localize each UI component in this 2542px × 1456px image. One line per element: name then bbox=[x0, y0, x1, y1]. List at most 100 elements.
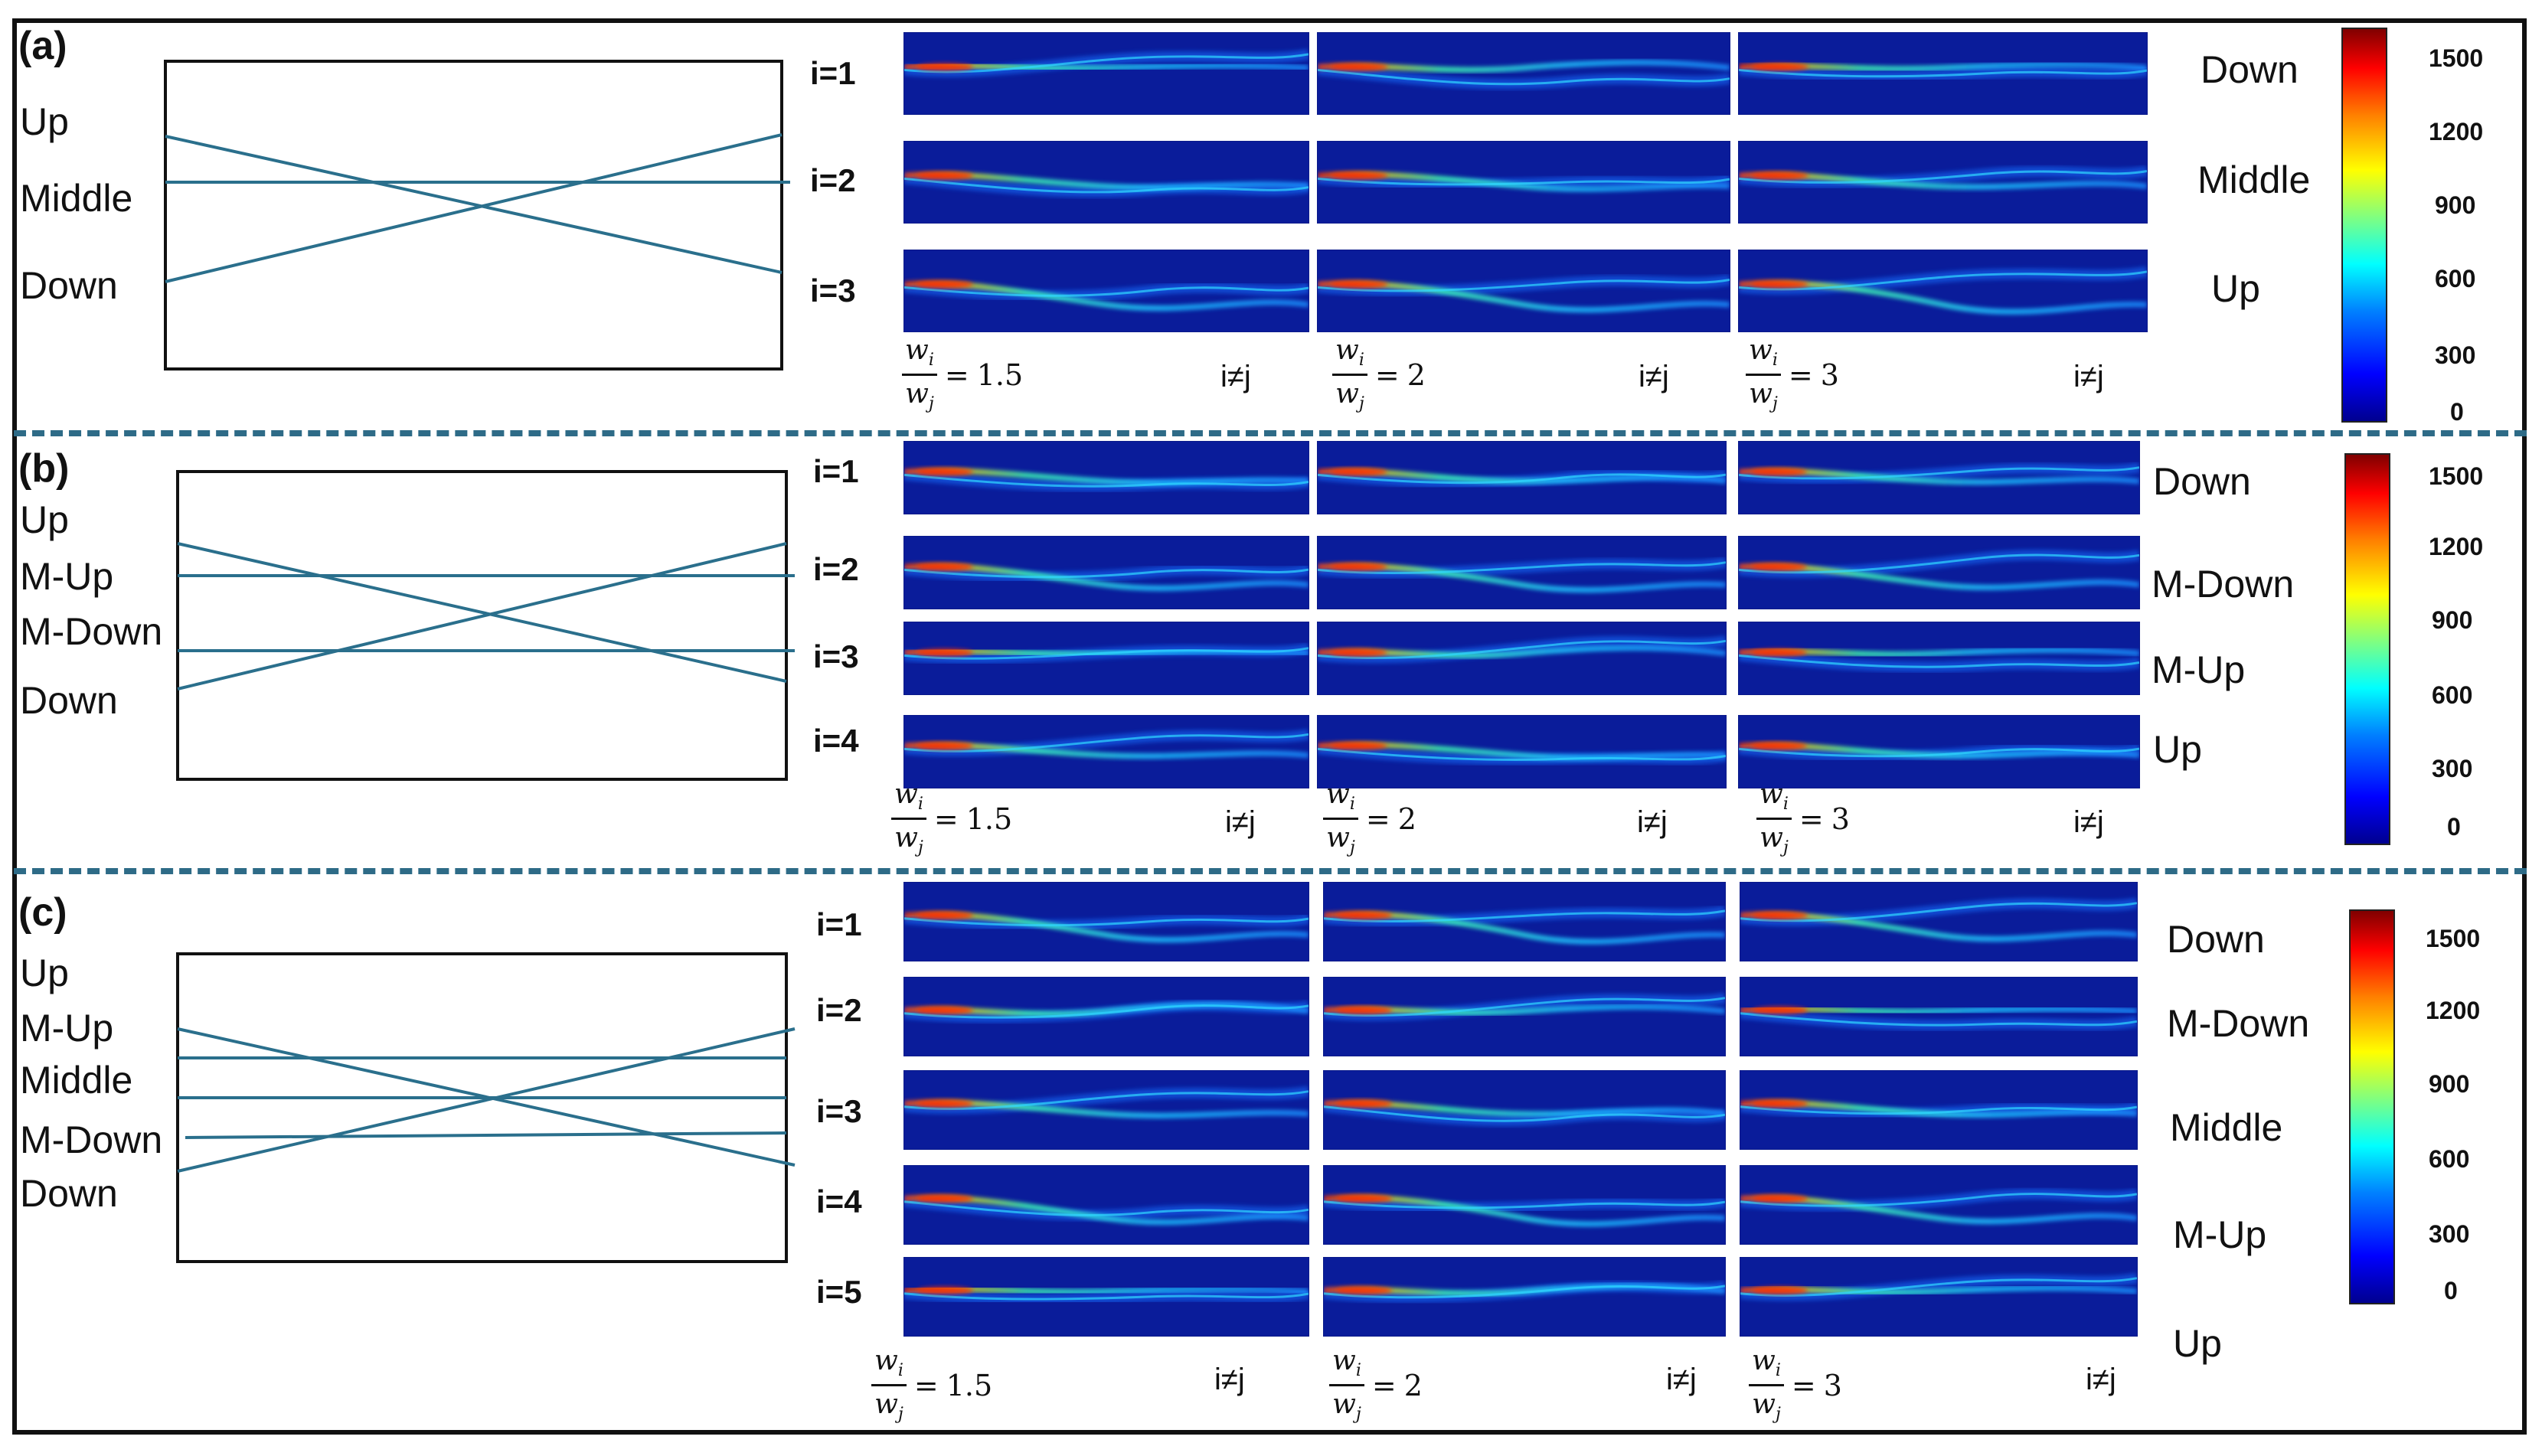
side-label-a-down: Down bbox=[2201, 48, 2299, 91]
heatmap-c-row4-col3 bbox=[1740, 1165, 2138, 1245]
heatmap-c-row5-col1 bbox=[903, 1257, 1309, 1337]
colorbar-a-tick-0: 0 bbox=[2450, 398, 2464, 426]
side-label-b-up: Up bbox=[2153, 728, 2202, 771]
panel-tag-b: (b) bbox=[18, 446, 70, 491]
heatmap-c-row5-col3 bbox=[1740, 1257, 2138, 1337]
row-label-c-1: i=1 bbox=[816, 906, 862, 942]
side-label-c-up: Up bbox=[2173, 1322, 2222, 1365]
heatmap-a-row3-col3 bbox=[1738, 250, 2148, 332]
heatmap-a-row1-col3 bbox=[1738, 32, 2148, 115]
ratio-a-1: wi wj = 1.5 bbox=[902, 337, 1023, 413]
colorbar-b-tick-1200: 1200 bbox=[2429, 533, 2484, 560]
heatmap-c-row3-col2 bbox=[1323, 1070, 1726, 1150]
panel-divider-2 bbox=[14, 868, 2527, 874]
colorbar-a-tick-1200: 1200 bbox=[2429, 118, 2484, 145]
row-label-b-2: i=2 bbox=[813, 551, 859, 587]
heatmap-a-row3-col1 bbox=[903, 250, 1309, 332]
schem-label-c-mdown: M-Down bbox=[20, 1118, 163, 1161]
ineq-c-1: i≠j bbox=[1214, 1363, 1245, 1396]
schem-label-a-up: Up bbox=[20, 100, 69, 143]
heatmap-a-row2-col3 bbox=[1738, 141, 2148, 224]
heatmap-c-row2-col2 bbox=[1323, 977, 1726, 1056]
heatmap-a-row2-col2 bbox=[1317, 141, 1730, 224]
row-label-b-3: i=3 bbox=[813, 638, 859, 674]
schem-label-b-mdown: M-Down bbox=[20, 610, 163, 653]
heatmap-c-row2-col1 bbox=[903, 977, 1309, 1056]
heatmap-b-row1-col1 bbox=[903, 441, 1309, 514]
ineq-b-2: i≠j bbox=[1637, 805, 1668, 839]
row-label-a-1: i=1 bbox=[810, 55, 856, 91]
schematic-b bbox=[176, 470, 795, 781]
heatmap-c-row1-col1 bbox=[903, 882, 1309, 961]
heatmap-a-row3-col2 bbox=[1317, 250, 1730, 332]
heatmap-b-row2-col2 bbox=[1317, 536, 1727, 609]
heatmap-c-row3-col3 bbox=[1740, 1070, 2138, 1150]
ratio-c-1: wi wj = 1.5 bbox=[871, 1347, 992, 1423]
side-label-b-mup: M-Up bbox=[2152, 648, 2246, 691]
heatmap-c-row4-col2 bbox=[1323, 1165, 1726, 1245]
schematic-c bbox=[176, 952, 796, 1263]
figure-frame bbox=[12, 18, 2527, 1435]
ratio-c-2: wi wj = 2 bbox=[1329, 1347, 1423, 1423]
ineq-b-3: i≠j bbox=[2073, 805, 2104, 839]
colorbar-b-tick-300: 300 bbox=[2432, 755, 2473, 782]
side-label-b-mdown: M-Down bbox=[2152, 563, 2295, 606]
schematic-a bbox=[164, 60, 790, 371]
side-label-a-middle: Middle bbox=[2197, 158, 2311, 201]
ratio-b-1: wi wj = 1.5 bbox=[891, 781, 1012, 857]
colorbar-a-tick-1500: 1500 bbox=[2429, 44, 2484, 72]
panel-tag-a: (a) bbox=[18, 24, 67, 68]
panel-divider-1 bbox=[14, 430, 2527, 436]
heatmap-b-row4-col1 bbox=[903, 715, 1309, 788]
side-label-c-mup: M-Up bbox=[2173, 1213, 2267, 1256]
schem-label-a-down: Down bbox=[20, 264, 118, 307]
ineq-a-3: i≠j bbox=[2073, 360, 2104, 393]
ineq-c-3: i≠j bbox=[2086, 1363, 2116, 1396]
side-label-a-up: Up bbox=[2211, 267, 2260, 310]
ratio-b-2: wi wj = 2 bbox=[1323, 781, 1416, 857]
heatmap-c-row5-col2 bbox=[1323, 1257, 1726, 1337]
side-label-c-mdown: M-Down bbox=[2167, 1002, 2310, 1045]
colorbar-b-tick-1500: 1500 bbox=[2429, 462, 2484, 490]
schem-label-c-middle: Middle bbox=[20, 1059, 133, 1102]
row-label-b-4: i=4 bbox=[813, 723, 859, 759]
schem-label-c-down: Down bbox=[20, 1172, 118, 1215]
heatmap-c-row3-col1 bbox=[903, 1070, 1309, 1150]
colorbar-a-tick-300: 300 bbox=[2435, 341, 2476, 369]
colorbar-b-tick-600: 600 bbox=[2432, 681, 2473, 709]
colorbar-c-tick-0: 0 bbox=[2444, 1277, 2458, 1304]
row-label-c-5: i=5 bbox=[816, 1274, 862, 1310]
colorbar-a-tick-900: 900 bbox=[2435, 191, 2476, 219]
schem-label-b-mup: M-Up bbox=[20, 555, 114, 598]
heatmap-b-row1-col3 bbox=[1738, 441, 2140, 514]
side-label-c-middle: Middle bbox=[2170, 1106, 2283, 1149]
ratio-c-3: wi wj = 3 bbox=[1749, 1347, 1842, 1423]
heatmap-b-row2-col3 bbox=[1738, 536, 2140, 609]
schem-label-c-up: Up bbox=[20, 952, 69, 994]
colorbar-c-tick-1500: 1500 bbox=[2426, 925, 2481, 952]
heatmap-b-row3-col1 bbox=[903, 622, 1309, 695]
row-label-a-3: i=3 bbox=[810, 273, 856, 309]
row-label-c-3: i=3 bbox=[816, 1093, 862, 1129]
row-label-a-2: i=2 bbox=[810, 162, 856, 198]
ineq-a-1: i≠j bbox=[1220, 360, 1251, 393]
heatmap-b-row4-col2 bbox=[1317, 715, 1727, 788]
heatmap-b-row4-col3 bbox=[1738, 715, 2140, 788]
heatmap-a-row2-col1 bbox=[903, 141, 1309, 224]
heatmap-b-row3-col2 bbox=[1317, 622, 1727, 695]
schem-label-b-up: Up bbox=[20, 498, 69, 541]
heatmap-c-row1-col3 bbox=[1740, 882, 2138, 961]
heatmap-c-row4-col1 bbox=[903, 1165, 1309, 1245]
ineq-c-2: i≠j bbox=[1666, 1363, 1697, 1396]
heatmap-b-row1-col2 bbox=[1317, 441, 1727, 514]
colorbar-c-tick-1200: 1200 bbox=[2426, 997, 2481, 1024]
ineq-b-1: i≠j bbox=[1225, 805, 1256, 839]
row-label-c-4: i=4 bbox=[816, 1183, 862, 1219]
colorbar-c-tick-600: 600 bbox=[2429, 1145, 2470, 1173]
row-label-c-2: i=2 bbox=[816, 992, 862, 1028]
colorbar-b-tick-900: 900 bbox=[2432, 606, 2473, 634]
schem-label-c-mup: M-Up bbox=[20, 1007, 114, 1050]
ratio-a-2: wi wj = 2 bbox=[1332, 337, 1426, 413]
side-label-b-down: Down bbox=[2153, 460, 2251, 503]
colorbar-b-tick-0: 0 bbox=[2447, 813, 2461, 841]
